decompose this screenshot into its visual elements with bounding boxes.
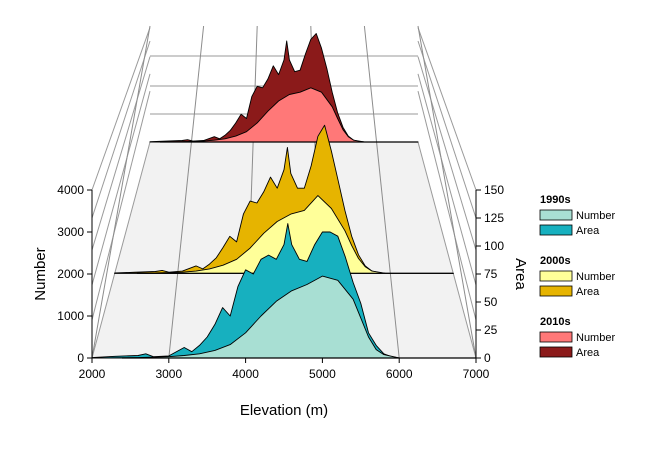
- x-tick-label: 4000: [232, 367, 259, 381]
- legend-title-2000s: 2000s: [540, 255, 571, 267]
- y-right-tick-label: 75: [484, 267, 498, 281]
- y-right-tick-label: 0: [484, 351, 491, 365]
- series-2000s-area: [114, 124, 454, 274]
- x-tick-label: 2000: [79, 367, 106, 381]
- x-grid-line: [417, 25, 477, 359]
- x-tick-label: 5000: [309, 367, 336, 381]
- y-axis-left-title: Number: [32, 247, 49, 300]
- left-wall-guide: [91, 40, 151, 219]
- y-right-tick-label: 150: [484, 183, 504, 197]
- y-left-tick-label: 4000: [57, 183, 84, 197]
- series-2010s-number: [149, 87, 419, 143]
- x-axis-title: Elevation (m): [240, 402, 328, 419]
- y-left-tick-label: 0: [77, 351, 84, 365]
- series-2000s-number: [114, 195, 454, 274]
- x-grid-line: [91, 25, 151, 359]
- left-wall-guide: [91, 27, 151, 191]
- left-wall-guide: [91, 56, 151, 251]
- y-right-tick-label: 25: [484, 323, 498, 337]
- legend-swatch-2000s-number: [539, 270, 573, 282]
- legend-title-2010s: 2010s: [540, 316, 571, 328]
- legend-swatch-1990s-area: [539, 224, 573, 236]
- series-1990s-area: [91, 223, 477, 359]
- legend-label-2000s-area: Area: [576, 286, 600, 298]
- legend-title-1990s: 1990s: [540, 194, 571, 206]
- legend-label-1990s-number: Number: [576, 210, 615, 222]
- legend-swatch-2000s-area: [539, 285, 573, 297]
- right-wall-guide: [417, 56, 477, 251]
- right-wall-guide: [417, 27, 477, 191]
- x-tick-label: 6000: [386, 367, 413, 381]
- wall-edge-left-bottom: [91, 141, 151, 359]
- left-wall-guide: [91, 90, 151, 321]
- right-wall-guide: [417, 90, 477, 321]
- legend-swatch-1990s-number: [539, 209, 573, 221]
- x-grid-line: [168, 25, 205, 359]
- y-left-tick-label: 2000: [57, 267, 84, 281]
- y-right-tick-label: 50: [484, 295, 498, 309]
- legend-label-2010s-number: Number: [576, 332, 615, 344]
- legend-label-2000s-number: Number: [576, 271, 615, 283]
- y-axis-right-title: Area: [512, 258, 529, 290]
- y-right-tick-label: 125: [484, 211, 504, 225]
- wall-edge-right-bottom: [417, 141, 477, 359]
- left-wall-guide: [91, 73, 151, 286]
- x-tick-label: 3000: [155, 367, 182, 381]
- right-wall-guide: [417, 40, 477, 219]
- y-left-tick-label: 3000: [57, 225, 84, 239]
- legend-swatch-2010s-area: [539, 346, 573, 358]
- legend-swatch-2010s-number: [539, 331, 573, 343]
- y-right-tick-label: 100: [484, 239, 504, 253]
- series-1990s-number: [91, 275, 477, 359]
- x-grid-line: [363, 25, 400, 359]
- y-left-tick-label: 1000: [57, 309, 84, 323]
- legend-label-1990s-area: Area: [576, 225, 600, 237]
- series-2010s-area: [149, 33, 419, 143]
- right-wall-guide: [417, 73, 477, 286]
- x-tick-label: 7000: [463, 367, 490, 381]
- legend-label-2010s-area: Area: [576, 347, 600, 359]
